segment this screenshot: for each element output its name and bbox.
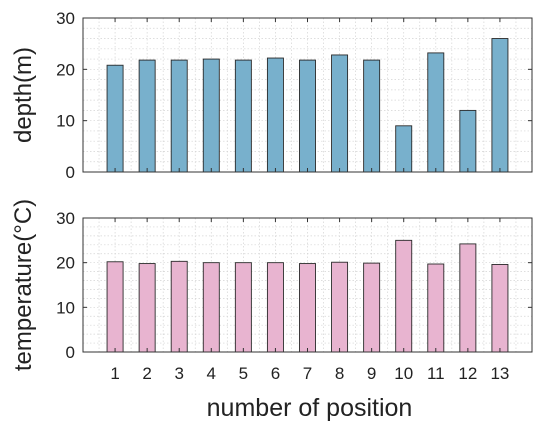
depth-bar [234,59,252,173]
temperature-y-axis-label: temperature(°C) [10,199,37,371]
temperature-y-tick-label: 0 [66,343,75,362]
temperature-x-tick-label: 8 [335,364,344,383]
depth-bar [459,109,477,173]
temperature-y-tick-label: 30 [56,209,75,228]
depth-y-tick-label: 0 [66,163,75,182]
temperature-bar [106,261,124,353]
temperature-bar [331,261,349,353]
temperature-bar [395,239,413,353]
x-axis-label: number of position [207,394,413,422]
temperature-bar [202,262,220,353]
temperature-x-tick-label: 11 [427,364,445,383]
temperature-bar [459,243,477,353]
temperature-bar [234,262,252,353]
depth-bar [266,57,284,173]
depth-y-tick-label: 10 [56,112,75,131]
depth-bar [170,59,188,173]
temperature-x-tick-label: 7 [303,364,312,383]
temperature-x-tick-label: 1 [110,364,119,383]
temperature-bar [427,263,445,353]
temperature-y-tick-label: 20 [56,254,75,273]
depth-bar [331,54,349,173]
depth-bar [395,125,413,173]
depth-y-tick-label: 20 [56,60,75,79]
depth-bar [491,38,509,173]
temperature-x-tick-label: 9 [367,364,376,383]
temperature-bar [363,262,381,353]
temperature-y-tick-label: 10 [56,298,75,317]
temperature-bar [266,262,284,353]
temperature-bar [138,263,156,353]
depth-bar [363,59,381,173]
depth-bar [106,64,124,173]
temperature-x-tick-label: 5 [239,364,248,383]
temperature-bar [491,264,509,353]
temperature-x-tick-label: 3 [174,364,183,383]
temperature-x-tick-label: 4 [207,364,216,383]
depth-panel: 0 10 20 30 depth(m) [10,9,533,182]
depth-bar [138,59,156,173]
temperature-bar [170,260,188,353]
depth-y-axis-label: depth(m) [10,47,37,143]
depth-bar [202,58,220,173]
temperature-x-tick-label: 2 [142,364,151,383]
depth-y-tick-label: 30 [56,9,75,28]
temperature-x-tick-label: 12 [458,364,477,383]
depth-bar [427,52,445,173]
temperature-x-tick-label: 13 [490,364,509,383]
depth-bar [299,59,316,173]
temperature-x-tick-label: 10 [394,364,413,383]
temperature-x-tick-label: 6 [271,364,280,383]
temperature-bar [299,263,316,353]
